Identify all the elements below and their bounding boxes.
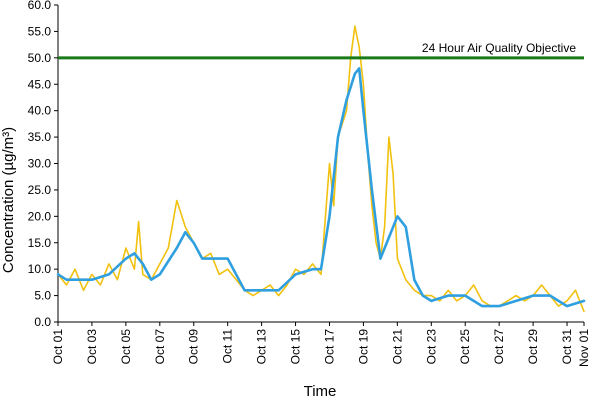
x-tick-label: Nov 01 xyxy=(577,329,591,367)
y-tick-label: 50.0 xyxy=(28,51,52,65)
y-tick-label: 5.0 xyxy=(34,289,51,303)
x-tick-label: Oct 11 xyxy=(221,329,235,364)
x-tick-label: Oct 15 xyxy=(289,329,303,365)
x-tick-label: Oct 03 xyxy=(85,329,99,365)
x-tick-label: Oct 29 xyxy=(526,329,540,365)
x-tick-label: Oct 05 xyxy=(119,329,133,365)
x-tick-label: Oct 07 xyxy=(153,329,167,365)
x-tick-label: Oct 25 xyxy=(458,329,472,365)
x-tick-label: Oct 21 xyxy=(390,329,404,365)
y-tick-label: 30.0 xyxy=(28,157,52,171)
y-tick-label: 60.0 xyxy=(28,0,52,12)
x-tick-label: Oct 31 xyxy=(560,329,574,365)
x-tick-label: Oct 17 xyxy=(322,329,336,365)
y-tick-labels: 0.0 5.0 10.0 15.0 20.0 25.0 30.0 35.0 40.0 45.0 50… xyxy=(28,0,52,329)
y-tick-label: 25.0 xyxy=(28,183,52,197)
objective-layer: 24 Hour Air Quality Objective xyxy=(58,41,584,60)
y-tick-label: 45.0 xyxy=(28,77,52,91)
y-tick-label: 20.0 xyxy=(28,209,52,223)
y-tick-label: 55.0 xyxy=(28,24,52,38)
x-tick-label: Oct 19 xyxy=(356,329,370,365)
y-tick-label: 15.0 xyxy=(28,236,52,250)
y-tick-label: 35.0 xyxy=(28,130,52,144)
x-axis-title: Time xyxy=(304,383,337,400)
objective-label: 24 Hour Air Quality Objective xyxy=(422,41,576,55)
y-axis-title: Concentration (µg/m³) xyxy=(0,127,17,273)
x-tick-labels: Oct 01 Oct 03 Oct 05 Oct 07 Oct 09 Oct 11 Oct … xyxy=(51,329,591,367)
rolling-average-line xyxy=(56,67,586,308)
x-tick-label: Oct 27 xyxy=(492,329,506,365)
x-tick-label: Oct 09 xyxy=(187,329,201,365)
x-tick-label: Oct 01 xyxy=(51,329,65,365)
x-tick-label: Oct 13 xyxy=(255,329,269,365)
y-tick-label: 0.0 xyxy=(34,315,51,329)
y-tick-label: 10.0 xyxy=(28,262,52,276)
series-layer xyxy=(56,25,586,313)
x-tick-label: Oct 23 xyxy=(424,329,438,365)
y-tick-label: 40.0 xyxy=(28,104,52,118)
